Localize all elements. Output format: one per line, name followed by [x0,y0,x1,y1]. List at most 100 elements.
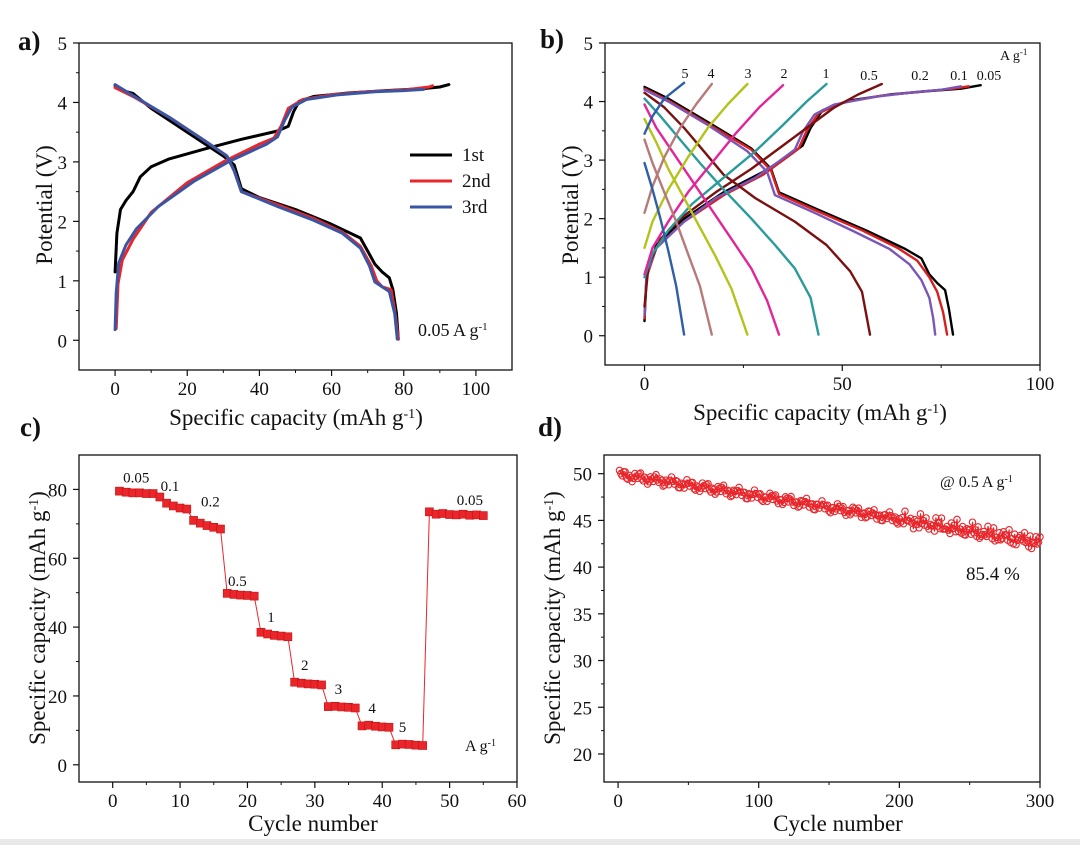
series-0.05-discharge [643,85,955,336]
y-tick-label: 80 [48,480,67,501]
data-point [816,501,825,509]
x-tick-label: 100 [744,791,773,812]
y-tick-label: 35 [573,605,592,626]
rate-annotation: 0.05 A g-1 [418,320,488,340]
data-point [936,524,944,533]
data-point [283,632,293,642]
x-tick-label: 10 [171,791,190,812]
data-point [1029,538,1037,547]
y-tick-label: 40 [48,618,67,639]
data-point [750,486,759,494]
series-2-discharge [643,103,781,336]
rate-label: 0.05 [123,471,149,487]
data-point [916,510,925,518]
data-point [479,511,488,520]
series-1st-charge [113,83,451,274]
data-point [818,497,826,505]
legend-label: 3rd [462,197,488,218]
data-point [937,514,946,522]
x-tick-label: 20 [178,379,197,400]
data-point [885,508,894,516]
data-point [1020,529,1029,537]
panel-b: 0 50 100 0 1 2 3 4 5 b) Potential (V) Specific capa… [540,24,1054,425]
series-0.1-discharge [643,87,949,336]
x-tick-label: 40 [250,379,269,400]
x-tick-label: 0 [640,374,650,395]
panel-label: b) [540,24,564,54]
data-point [767,492,776,500]
rate-label: 0.2 [201,495,220,511]
x-tick-label: 40 [373,791,392,812]
x-axis-label: Cycle number [248,811,378,836]
y-tick-label: 1 [584,268,594,289]
data-point [1026,532,1034,540]
y-tick-label: 1 [58,272,68,293]
y-tick-label: 30 [573,652,592,673]
x-tick-label: 0 [110,379,120,400]
data-point [182,504,192,514]
data-point [996,536,1005,544]
rate-label-1: 1 [823,67,830,82]
rate-label: 5 [399,720,407,736]
x-axis-label: Cycle number [773,811,903,836]
data-point [747,494,756,502]
y-tick-label: 45 [573,511,592,532]
series-2nd-discharge [113,86,400,341]
data-point [1036,533,1044,541]
plot-frame [604,42,1041,366]
series-2-charge [643,83,785,276]
rate-label: 1 [267,610,275,626]
retention-label: 85.4 % [966,564,1020,585]
rate-label: 0.5 [228,574,247,590]
data-point [656,475,665,483]
y-axis-label: Specific capacity (mAh g-1) [25,491,50,745]
data-point [752,489,760,498]
rate-label-2: 2 [781,67,788,82]
data-point [788,498,797,506]
series-5-discharge [643,161,686,336]
y-axis-label: Potential (V) [558,145,583,264]
data-point [906,514,915,523]
y-tick-label: 4 [584,93,594,114]
data-point [317,680,326,690]
y-tick-label: 5 [58,34,68,55]
panel-label: a) [18,26,41,56]
x-tick-label: 60 [322,379,341,400]
capacity-trace [118,490,484,746]
rate-label-3: 3 [745,67,752,82]
data-point [746,490,755,499]
x-tick-label: 60 [508,791,527,812]
plot-frame [603,454,1041,783]
y-tick-label: 3 [584,151,594,172]
x-tick-label: 50 [833,374,852,395]
x-tick-label: 100 [1026,374,1055,395]
data-point [870,506,878,514]
data-point [968,518,977,526]
rate-label: 0.1 [161,479,180,495]
data-point [736,488,745,496]
unit-label: A g-1 [465,738,496,756]
y-tick-label: 50 [573,465,592,486]
series-3rd-discharge [113,83,399,341]
y-tick-label: 40 [573,558,592,579]
series-1-charge [643,82,828,279]
data-point [350,703,360,713]
y-tick-label: 0 [58,331,68,352]
legend-label: 1st [462,145,485,166]
y-tick-label: 20 [48,687,67,708]
panel-c: 0 10 20 30 40 50 60 0 20 40 60 80 c) Specific capacit… [20,412,527,836]
data-point [1034,538,1043,546]
rate-label-4: 4 [708,67,715,82]
data-point [953,515,961,524]
data-point [958,522,967,531]
data-point [1033,540,1041,548]
y-axis-label: Specific capacity (mAh g-1) [540,491,565,745]
series-0.2-discharge [643,88,937,336]
rate-annotation: @ 0.5 A g-1 [940,474,1013,492]
data-point [155,492,165,502]
y-tick-label: 5 [584,34,594,55]
y-tick-label: 0 [58,756,68,777]
series-3-charge [643,82,749,250]
x-tick-label: 300 [1026,791,1055,812]
